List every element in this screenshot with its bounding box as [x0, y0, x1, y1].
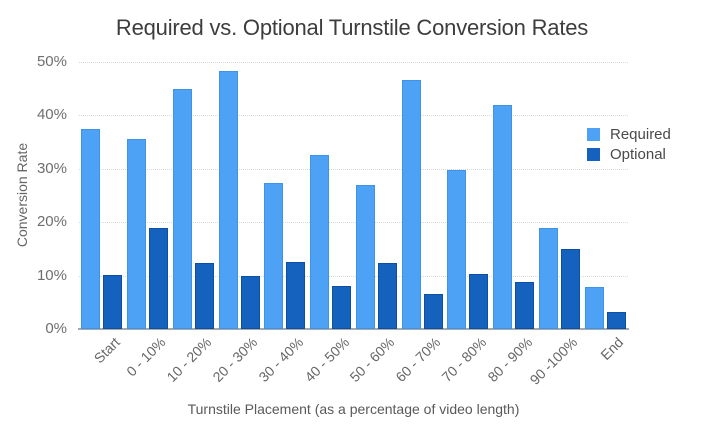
- bar-optional-2: [194, 263, 214, 329]
- x-tick-7: 60 - 70%: [392, 334, 444, 385]
- legend: Required Optional: [587, 124, 671, 164]
- legend-item-optional: Optional: [587, 144, 671, 164]
- gridline-50%: [79, 62, 628, 63]
- bar-optional-1: [149, 228, 169, 329]
- chart-title: Required vs. Optional Turnstile Conversi…: [115, 15, 589, 40]
- bar-required-7: [401, 80, 421, 329]
- y-tick-0%: 0%: [45, 320, 67, 337]
- bar-optional-0: [103, 275, 123, 329]
- x-tick-8: 70 - 80%: [438, 334, 490, 385]
- bar-required-4: [264, 183, 284, 329]
- x-tick-10: 90 -100%: [526, 334, 581, 388]
- gridline-10%: [79, 275, 628, 277]
- y-tick-50%: 50%: [36, 53, 67, 70]
- bar-required-5: [310, 155, 330, 329]
- bar-optional-11: [606, 312, 626, 329]
- bar-optional-4: [286, 262, 306, 329]
- bar-optional-8: [469, 274, 489, 329]
- bar-optional-10: [560, 249, 580, 329]
- x-tick-6: 50 - 60%: [346, 334, 398, 385]
- bar-optional-3: [240, 276, 260, 329]
- bar-optional-7: [423, 294, 443, 329]
- gridline-40%: [79, 115, 628, 117]
- bar-optional-5: [332, 286, 352, 329]
- bar-required-10: [538, 228, 558, 329]
- x-axis-title: Turnstile Placement (as a percentage of …: [187, 401, 520, 417]
- bar-required-11: [584, 287, 604, 329]
- bar-required-6: [355, 185, 375, 329]
- gridline-30%: [79, 168, 628, 170]
- y-axis-title: Conversion Rate: [14, 142, 30, 248]
- legend-swatch-required: [587, 127, 600, 141]
- bar-required-8: [447, 170, 467, 329]
- gridline-20%: [79, 222, 628, 224]
- x-tick-3: 20 - 30%: [209, 334, 261, 385]
- legend-swatch-optional: [587, 147, 600, 161]
- legend-item-required: Required: [587, 124, 671, 144]
- bar-required-3: [218, 71, 238, 329]
- y-tick-40%: 40%: [36, 106, 67, 124]
- x-tick-2: 10 - 20%: [163, 334, 215, 385]
- legend-label: Required: [610, 125, 671, 143]
- bar-required-0: [81, 129, 101, 329]
- x-tick-5: 40 - 50%: [300, 334, 352, 385]
- bar-optional-6: [377, 263, 397, 329]
- y-tick-20%: 20%: [36, 213, 67, 231]
- y-tick-30%: 30%: [36, 159, 67, 177]
- bar-optional-9: [515, 282, 535, 329]
- bar-required-1: [127, 139, 147, 329]
- legend-label: Optional: [610, 145, 666, 163]
- bar-required-2: [172, 89, 192, 329]
- x-tick-1: 0 - 10%: [123, 334, 169, 380]
- x-tick-0: Start: [90, 334, 124, 367]
- x-tick-11: End: [597, 334, 627, 363]
- plot-area: [78, 62, 629, 330]
- bar-required-9: [493, 105, 513, 329]
- x-axis-baseline: [78, 328, 629, 330]
- y-tick-10%: 10%: [36, 266, 67, 284]
- x-tick-4: 30 - 40%: [255, 334, 307, 385]
